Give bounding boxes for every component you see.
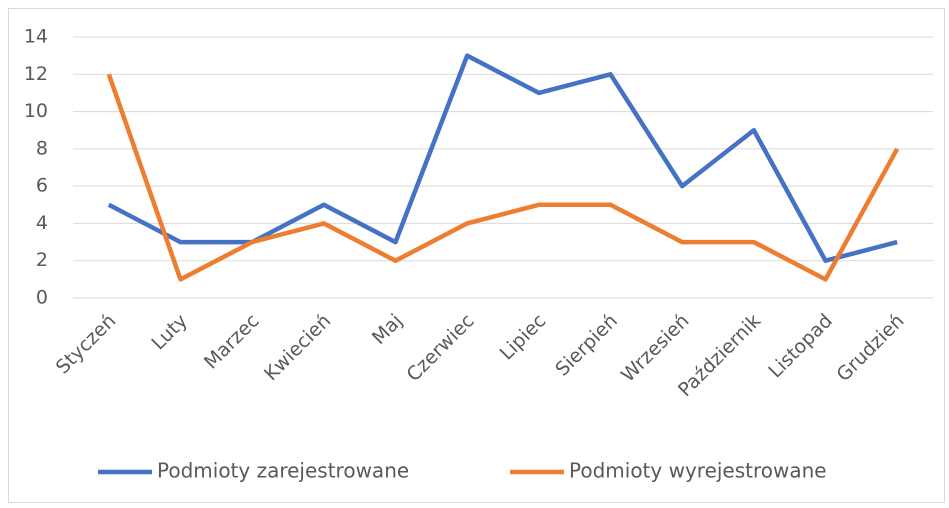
series-line [106,73,900,282]
y-tick-label: 4 [36,212,48,234]
y-tick-label: 12 [24,63,48,85]
series-line [107,53,898,263]
y-tick-label: 14 [24,26,48,48]
y-tick-label: 2 [36,249,48,271]
legend-label: Podmioty zarejestrowane [157,459,409,483]
legend-label: Podmioty wyrejestrowane [569,459,827,483]
y-tick-label: 6 [36,175,48,197]
chart-border [8,8,945,503]
y-tick-label: 0 [36,287,48,309]
y-tick-label: 10 [24,100,48,122]
y-tick-label: 8 [36,137,48,159]
